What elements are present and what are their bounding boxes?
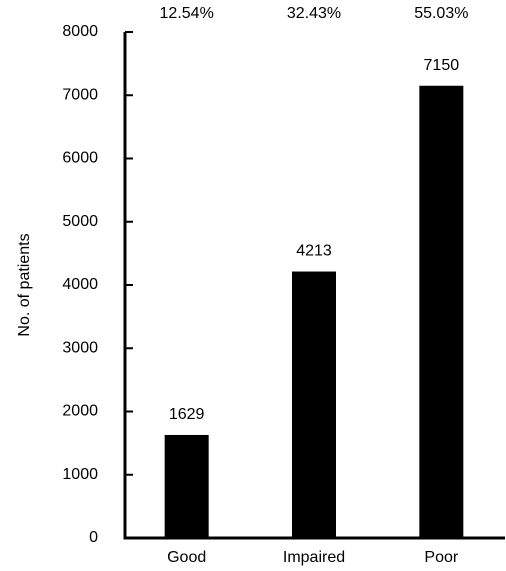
y-tick-label: 1000 bbox=[62, 466, 98, 483]
bar bbox=[292, 271, 336, 538]
y-tick-label: 8000 bbox=[62, 23, 98, 40]
y-tick-label: 4000 bbox=[62, 276, 98, 293]
y-tick-label: 5000 bbox=[62, 213, 98, 230]
y-axis-label: No. of patients bbox=[16, 233, 33, 336]
data-label: 1629 bbox=[169, 406, 205, 423]
y-tick-label: 6000 bbox=[62, 150, 98, 167]
x-tick-label: Poor bbox=[424, 549, 458, 566]
y-tick-label: 7000 bbox=[62, 86, 98, 103]
bar bbox=[419, 85, 464, 538]
y-tick-label: 3000 bbox=[62, 339, 98, 356]
x-tick-label: Good bbox=[167, 549, 206, 566]
bar bbox=[164, 434, 209, 538]
percent-label: 12.54% bbox=[160, 5, 214, 22]
percent-label: 55.03% bbox=[414, 5, 468, 22]
data-label: 4213 bbox=[296, 243, 332, 260]
data-label: 7150 bbox=[424, 57, 460, 74]
percent-label: 32.43% bbox=[287, 5, 341, 22]
y-tick-label: 2000 bbox=[62, 403, 98, 420]
x-tick-label: Impaired bbox=[283, 549, 345, 566]
y-tick-label: 0 bbox=[89, 529, 98, 546]
